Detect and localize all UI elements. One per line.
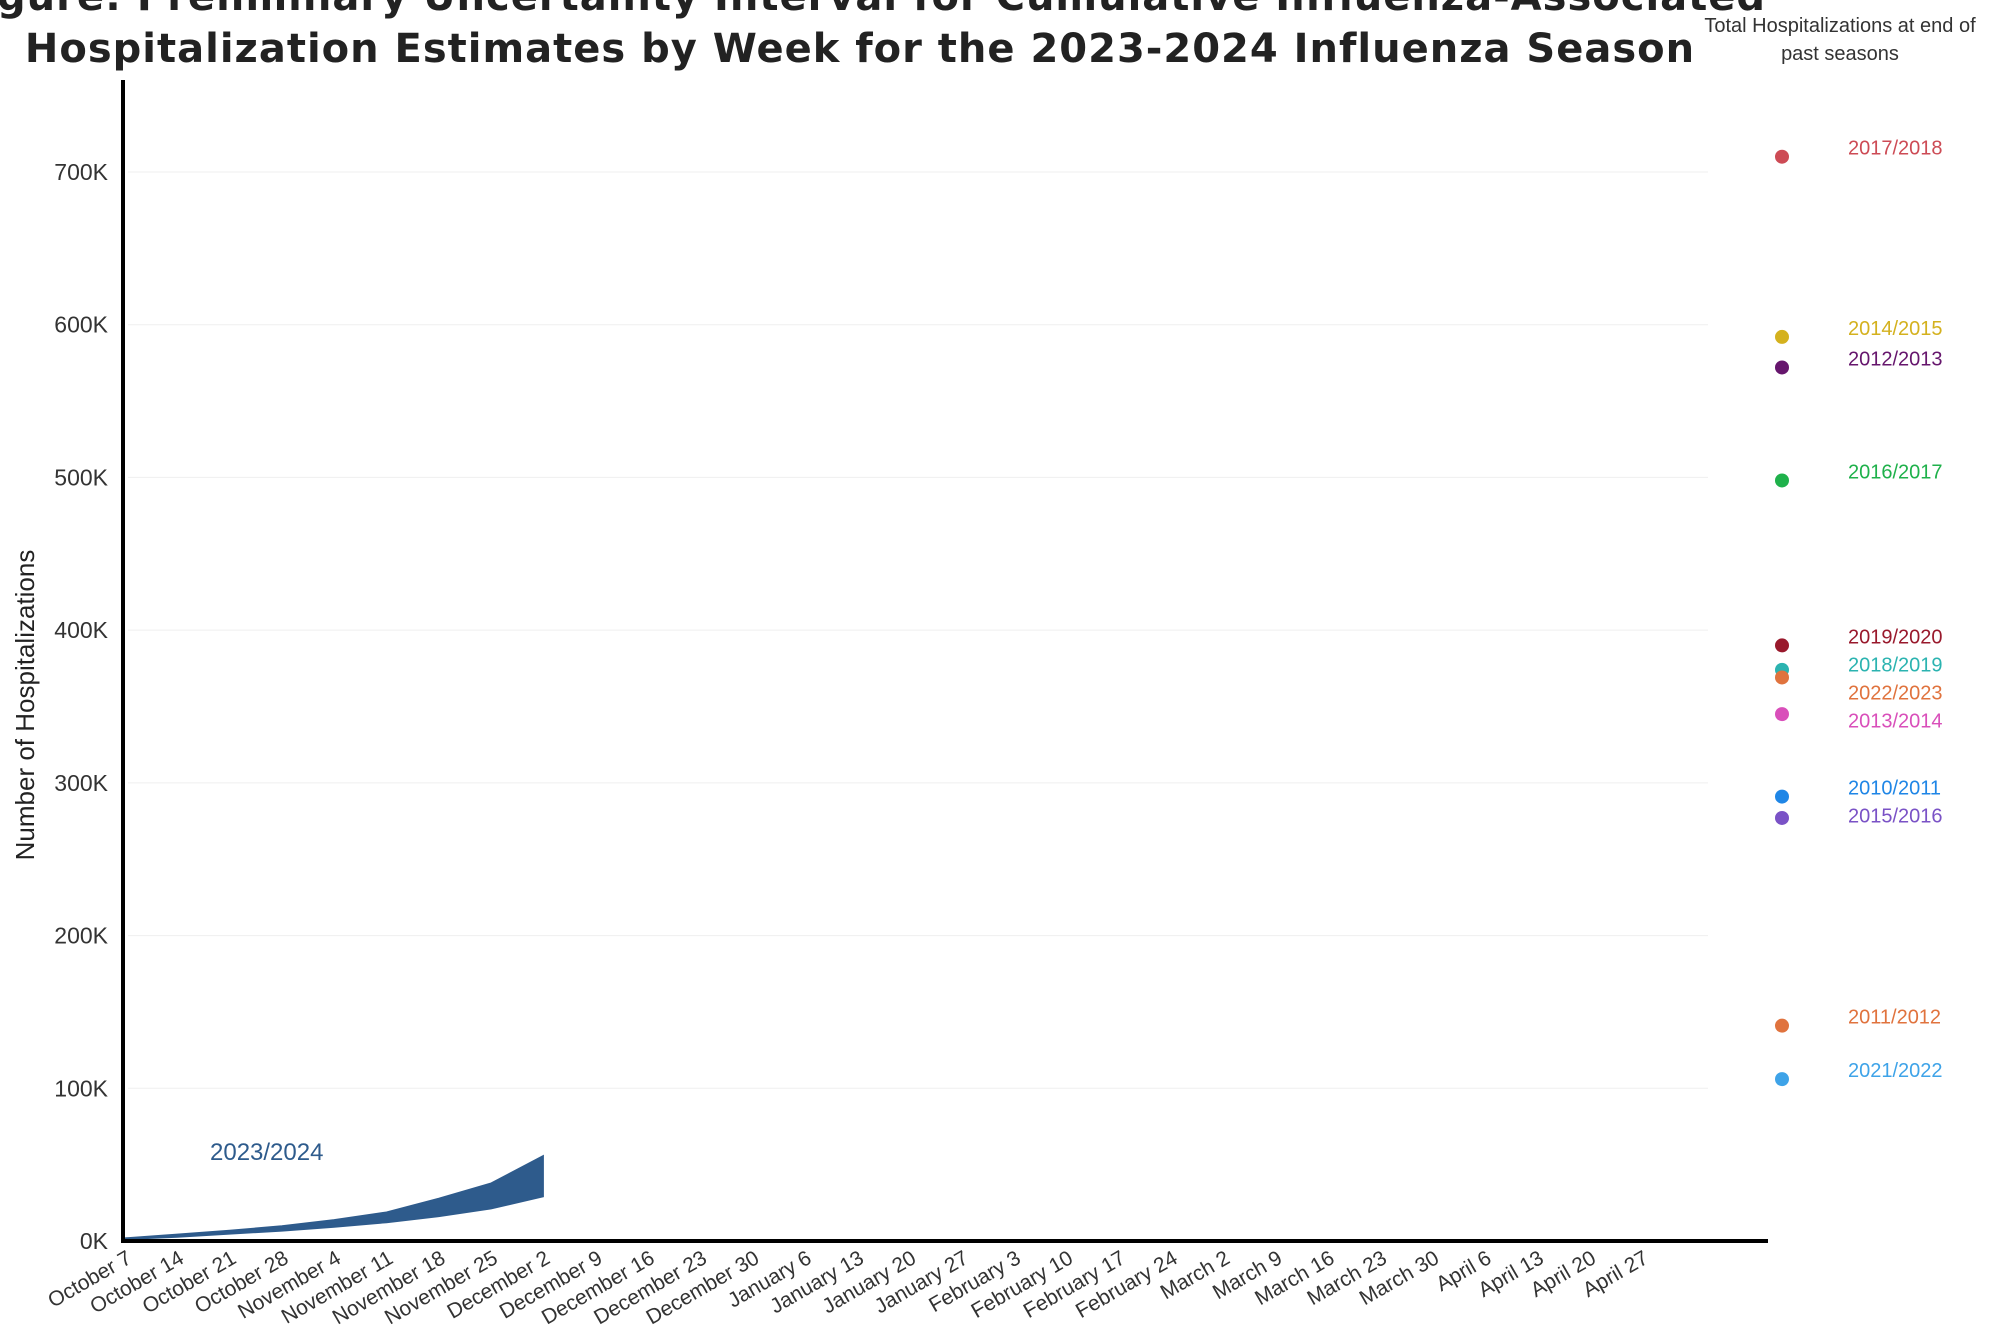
legend-season-label: 2010/2011 [1848, 778, 1941, 800]
legend-dot [1775, 670, 1789, 685]
y-tick-label: 100K [54, 1075, 108, 1101]
legend-dot [1775, 473, 1789, 488]
legend-season-label: 2012/2013 [1848, 348, 1943, 370]
legend-season-label: 2022/2023 [1848, 682, 1943, 704]
y-axis-ticks: 0K 100K 200K 300K 400K 500K 600K 700K [54, 159, 108, 1254]
y-tick-label: 400K [54, 617, 108, 643]
series-band [124, 1154, 544, 1241]
legend-season-label: 2011/2012 [1848, 1007, 1941, 1029]
axes [121, 80, 1768, 1243]
series-annotation: 2023/2024 [210, 1139, 323, 1166]
y-tick-label: 300K [54, 770, 108, 796]
chart-title-line-2: Hospitalization Estimates by Week for th… [25, 26, 1695, 72]
legend-dot [1775, 707, 1789, 722]
legend-season-label: 2021/2022 [1848, 1060, 1943, 1082]
legend-dot [1775, 1018, 1789, 1033]
legend-dot [1775, 789, 1789, 804]
legend-season-label: 2015/2016 [1848, 806, 1943, 828]
legend-season-label: 2017/2018 [1848, 138, 1943, 160]
legend-season-label: 2013/2014 [1848, 710, 1943, 732]
legend-season-label: 2014/2015 [1848, 318, 1943, 340]
legend-title-line-2: past seasons [1781, 43, 1899, 65]
series-area [124, 1154, 544, 1241]
legend-dot [1775, 149, 1789, 164]
legend-dot [1775, 638, 1789, 653]
y-tick-label: 500K [54, 464, 108, 490]
gridlines [128, 171, 1708, 1089]
y-tick-label: 200K [54, 923, 108, 949]
legend-items: 2017/2018 2014/2015 2012/2013 2016/2017 2019… [1775, 138, 1943, 1087]
chart-title-line-1: Figure: Preliminary Uncertainty Interval… [0, 0, 1766, 20]
legend-title: Total Hospitalizations at end of past se… [1704, 15, 1976, 65]
chart-title: Figure: Preliminary Uncertainty Interval… [0, 0, 1766, 72]
y-tick-label: 700K [54, 159, 108, 185]
legend-season-label: 2019/2020 [1848, 626, 1943, 648]
y-tick-label: 0K [80, 1228, 109, 1254]
legend-dot [1775, 329, 1789, 344]
y-tick-label: 600K [54, 312, 108, 338]
legend-dot [1775, 810, 1789, 825]
legend-season-label: 2018/2019 [1848, 654, 1943, 676]
y-axis-label: Number of Hospitalizations [10, 550, 40, 861]
legend-title-line-1: Total Hospitalizations at end of [1704, 15, 1976, 37]
legend-season-label: 2016/2017 [1848, 461, 1943, 483]
legend-dot [1775, 1072, 1789, 1087]
legend-dot [1775, 360, 1789, 375]
